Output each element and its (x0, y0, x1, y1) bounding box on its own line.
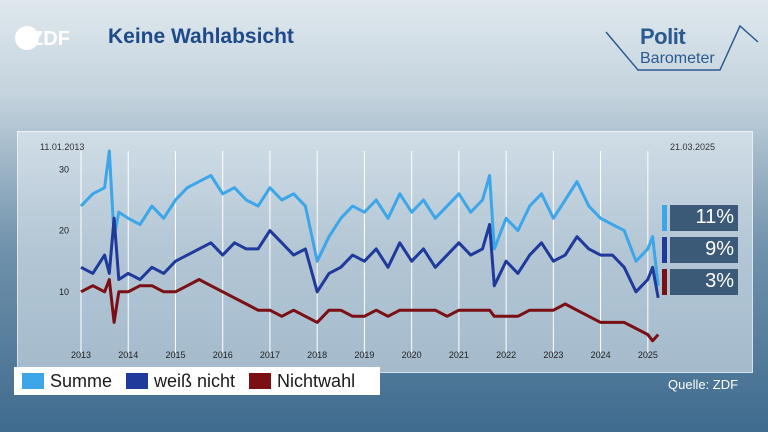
legend-swatch-nichtwahl (249, 373, 272, 389)
brand-name: Polit (640, 24, 686, 49)
badge-summe-swatch (662, 205, 667, 231)
brand-zigzag-icon (605, 24, 759, 71)
start-date: 11.01.2013 (40, 142, 85, 152)
brand-subtitle: Barometer (640, 50, 715, 67)
zdf-logo-text: ZDF (31, 28, 70, 50)
legend-label-nichtwahl: Nichtwahl (277, 370, 356, 391)
legend-item-summe: Summe (22, 371, 112, 392)
badge-weiss-nicht: 9% (662, 237, 738, 263)
x-tick-label: 2022 (496, 350, 516, 360)
zdf-logo: ZDF (14, 24, 84, 57)
x-tick-label: 2018 (307, 350, 327, 360)
legend-item-weiss-nicht: weiß nicht (126, 371, 235, 392)
end-date: 21.03.2025 (670, 142, 716, 152)
legend-swatch-weiss-nicht (126, 373, 149, 389)
legend-swatch-summe (22, 373, 44, 389)
badge-summe: 11% (662, 205, 738, 231)
series-line-nichtwahl (80, 278, 660, 343)
x-tick-label: 2016 (213, 350, 233, 360)
x-tick-label: 2019 (354, 350, 374, 360)
x-tick-label: 2020 (402, 350, 422, 360)
line-chart: 2013 2014 2015 2016 2017 2018 2019 2020 2021 2022… (59, 149, 660, 360)
x-tick-label: 2025 (638, 350, 658, 360)
legend-label-summe: Summe (50, 370, 113, 391)
badge-summe-value: 11% (695, 206, 734, 228)
badge-nichtwahl-swatch (662, 269, 667, 295)
chart-legend: Summe weiß nicht Nichtwahl (14, 367, 380, 395)
x-tick-label: 2013 (71, 350, 91, 360)
series-line-weiss-nicht (80, 216, 660, 299)
badge-weiss-nicht-swatch (662, 237, 667, 263)
y-tick-label: 30 (59, 164, 69, 174)
source-note: Quelle: ZDF (668, 377, 739, 392)
x-tick-label: 2021 (449, 350, 469, 360)
chart-panel (17, 131, 753, 373)
x-tick-label: 2023 (543, 350, 563, 360)
series-line-summe (79, 149, 660, 286)
chart-title: Keine Wahlabsicht (108, 25, 294, 48)
badge-nichtwahl-value: 3% (705, 270, 734, 292)
y-tick-label: 20 (59, 226, 69, 236)
x-tick-label: 2017 (260, 350, 280, 360)
x-tick-label: 2024 (591, 350, 611, 360)
legend-item-nichtwahl: Nichtwahl (249, 371, 355, 392)
legend-label-weiss-nicht: weiß nicht (154, 370, 236, 391)
y-tick-label: 10 (59, 287, 69, 297)
badge-weiss-nicht-value: 9% (705, 238, 734, 260)
x-tick-label: 2014 (118, 350, 138, 360)
x-tick-label: 2015 (165, 350, 185, 360)
politbarometer-logo: Polit Barometer (600, 14, 760, 76)
badge-nichtwahl: 3% (662, 269, 738, 295)
